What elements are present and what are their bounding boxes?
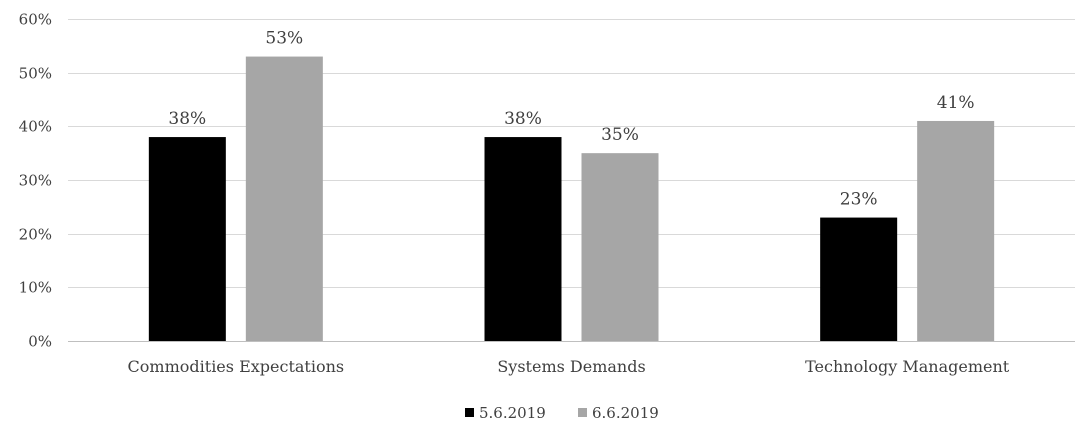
x-category-label: Commodities Expectations	[128, 357, 345, 376]
y-tick-label: 10%	[19, 279, 52, 297]
x-category-label: Systems Demands	[497, 357, 645, 376]
data-label: 38%	[504, 109, 542, 129]
data-label: 41%	[937, 93, 975, 113]
data-label: 53%	[265, 29, 303, 49]
y-tick-label: 0%	[28, 333, 52, 351]
y-tick-label: 60%	[19, 11, 52, 29]
y-tick-label: 30%	[19, 172, 52, 190]
data-label: 38%	[168, 109, 206, 129]
data-labels: 38% 53% 38% 35% 23% 41%	[168, 29, 974, 210]
bar-series1	[484, 137, 562, 341]
legend: 5.6.2019 6.6.2019	[465, 404, 659, 422]
legend-label: 6.6.2019	[592, 404, 659, 422]
x-axis: Commodities Expectations Systems Demands T…	[128, 357, 1010, 376]
y-tick-label: 40%	[19, 118, 52, 136]
x-category-label: Technology Management	[805, 357, 1010, 376]
gridlines	[68, 19, 1075, 342]
bar-series1	[820, 217, 898, 341]
data-label: 35%	[601, 125, 639, 145]
legend-swatch-series2	[578, 408, 587, 417]
bar-series2	[245, 56, 323, 342]
y-tick-label: 20%	[19, 226, 52, 244]
data-label: 23%	[840, 190, 878, 210]
legend-swatch-series1	[465, 408, 474, 417]
bar-series2	[917, 120, 995, 341]
bars	[148, 56, 995, 342]
bar-series2	[581, 153, 659, 341]
legend-label: 5.6.2019	[479, 404, 546, 422]
y-tick-label: 50%	[19, 65, 52, 83]
bar-series1	[148, 137, 226, 341]
y-axis: 0% 10% 20% 30% 40% 50% 60%	[19, 11, 52, 351]
